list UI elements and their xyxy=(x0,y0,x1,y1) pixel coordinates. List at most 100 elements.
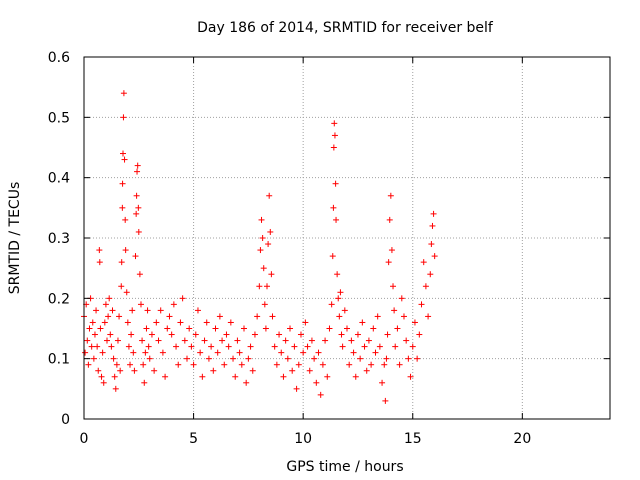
data-point xyxy=(304,343,311,350)
data-point xyxy=(91,331,98,338)
data-point xyxy=(133,210,140,217)
data-point xyxy=(251,331,258,338)
data-point xyxy=(269,313,276,320)
x-tick-label: 10 xyxy=(294,431,312,447)
data-point xyxy=(212,325,219,332)
grid-lines xyxy=(84,57,610,419)
data-point xyxy=(177,319,184,326)
data-point xyxy=(300,349,307,356)
data-point xyxy=(257,247,264,254)
data-point xyxy=(143,325,150,332)
data-point xyxy=(276,331,283,338)
data-point xyxy=(90,355,97,362)
data-point xyxy=(240,325,247,332)
data-point xyxy=(420,259,427,266)
data-point xyxy=(392,343,399,350)
data-point xyxy=(124,319,131,326)
y-tick-label: 0.5 xyxy=(48,110,70,126)
data-point xyxy=(264,283,271,290)
data-point xyxy=(374,313,381,320)
data-point xyxy=(84,337,91,344)
data-point xyxy=(145,343,152,350)
y-tick-label: 0.1 xyxy=(48,352,70,368)
data-point xyxy=(197,349,204,356)
data-point xyxy=(431,253,438,260)
data-point xyxy=(287,325,294,332)
data-point xyxy=(221,361,228,368)
data-point xyxy=(341,307,348,314)
data-point xyxy=(134,168,141,175)
data-point xyxy=(122,247,129,254)
data-point xyxy=(227,319,234,326)
data-point xyxy=(259,235,266,241)
data-point xyxy=(383,355,390,362)
data-point xyxy=(119,180,126,187)
data-point xyxy=(118,259,125,266)
data-point xyxy=(334,271,341,278)
y-tick-label: 0.2 xyxy=(48,291,70,307)
data-point xyxy=(306,367,313,374)
data-point xyxy=(95,367,102,374)
data-point xyxy=(261,301,268,308)
data-point xyxy=(132,253,139,260)
data-point xyxy=(330,144,337,151)
data-point xyxy=(258,216,265,223)
data-point xyxy=(181,337,188,344)
data-point xyxy=(324,373,331,380)
data-point xyxy=(108,343,115,350)
data-point xyxy=(266,192,273,199)
data-point xyxy=(348,337,355,344)
data-point xyxy=(425,313,432,320)
data-point xyxy=(268,271,275,278)
data-point xyxy=(282,337,289,344)
data-point xyxy=(418,301,425,308)
data-point xyxy=(382,397,389,404)
data-point xyxy=(89,319,96,326)
data-point xyxy=(137,301,144,308)
data-point xyxy=(273,361,280,368)
chart-title: Day 186 of 2014, SRMTID for receiver bel… xyxy=(197,20,494,36)
data-point xyxy=(260,265,267,272)
data-point xyxy=(141,379,148,386)
data-point xyxy=(109,307,116,314)
data-point xyxy=(427,271,434,278)
data-point xyxy=(142,349,149,356)
data-point xyxy=(315,349,322,356)
data-point xyxy=(313,379,320,386)
data-point xyxy=(256,283,263,290)
y-tick-label: 0 xyxy=(61,412,70,428)
data-point xyxy=(262,325,269,332)
data-point xyxy=(151,367,158,374)
data-point xyxy=(339,343,346,350)
data-point xyxy=(186,325,193,332)
data-point xyxy=(289,367,296,374)
data-point xyxy=(118,283,125,290)
x-tick-label: 0 xyxy=(80,431,89,447)
data-point xyxy=(379,379,386,386)
x-axis-label: GPS time / hours xyxy=(286,459,403,475)
data-point xyxy=(166,313,173,320)
data-point xyxy=(344,325,350,332)
data-point xyxy=(407,373,414,380)
data-point xyxy=(354,331,361,338)
data-point xyxy=(94,343,101,350)
x-tick-label: 5 xyxy=(189,431,198,447)
data-point xyxy=(332,180,339,187)
data-point xyxy=(170,301,177,308)
data-point xyxy=(199,373,206,380)
data-point xyxy=(136,271,143,278)
data-point xyxy=(153,319,160,326)
data-point xyxy=(101,319,108,326)
data-point xyxy=(388,247,395,254)
data-point xyxy=(429,222,436,229)
data-point xyxy=(100,379,107,386)
data-point xyxy=(335,295,342,302)
data-point xyxy=(116,313,123,320)
data-point xyxy=(381,361,388,368)
data-point xyxy=(329,253,336,260)
data-point xyxy=(134,162,141,169)
data-point xyxy=(194,307,201,314)
data-point xyxy=(411,319,418,326)
data-point xyxy=(162,373,169,380)
